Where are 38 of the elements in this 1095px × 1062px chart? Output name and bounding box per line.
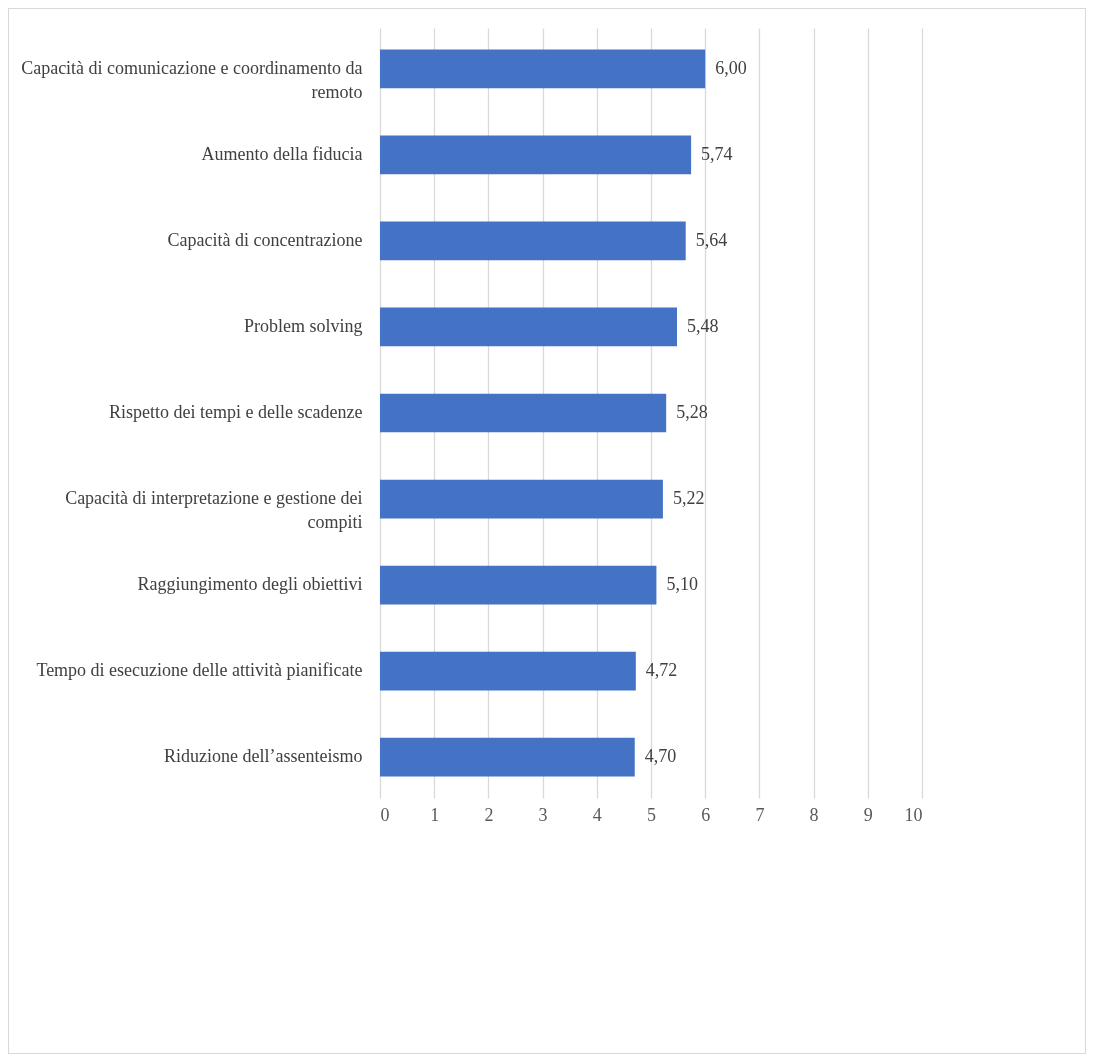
y-tick-label: Rispetto dei tempi e delle scadenze xyxy=(109,402,363,422)
y-tick-label: Capacità di interpretazione e gestione dei compiti xyxy=(65,488,363,533)
y-tick-label: Raggiungimento degli obiettivi xyxy=(137,574,363,595)
y-tick-label: Tempo di esecuzione delle attività pianificate xyxy=(36,660,363,681)
data-label: 5,64 xyxy=(695,229,728,250)
data-label: 5,28 xyxy=(676,402,708,422)
x-tick-label: 3 xyxy=(538,804,548,825)
x-tick-label: 9 xyxy=(863,804,873,825)
bar xyxy=(380,135,692,175)
x-tick-label: 8 xyxy=(809,804,819,825)
bar xyxy=(380,565,657,605)
data-label: 4,72 xyxy=(645,660,678,681)
x-tick-label: 7 xyxy=(755,804,765,825)
data-label: 5,74 xyxy=(701,143,733,164)
bar xyxy=(380,221,686,261)
x-tick-label: 5 xyxy=(647,804,656,825)
x-tick-label: 0 xyxy=(380,804,390,825)
y-tick-label: Capacità di concentrazione xyxy=(167,229,363,250)
data-label: 5,10 xyxy=(666,574,698,595)
x-tick-label: 1 xyxy=(430,804,440,825)
bar xyxy=(380,737,635,777)
y-tick-label: Problem solving xyxy=(243,315,363,336)
x-tick-label: 2 xyxy=(484,804,494,825)
bar xyxy=(380,393,667,433)
y-tick-label: Aumento della fiducia xyxy=(201,143,363,164)
bar xyxy=(380,651,636,691)
x-tick-label: 6 xyxy=(701,804,711,825)
x-tick-label: 4 xyxy=(592,804,602,825)
data-label: 4,70 xyxy=(644,746,677,767)
data-label: 6,00 xyxy=(715,57,747,78)
bar xyxy=(380,479,663,519)
data-label: 5,22 xyxy=(672,488,705,509)
x-tick-label: 10 xyxy=(904,804,923,825)
y-tick-label: Capacità di comunicazione e coordinamento da remoto xyxy=(21,57,363,102)
data-label: 5,48 xyxy=(687,315,719,336)
bar xyxy=(380,307,678,347)
y-tick-label: Riduzione dell’assenteismo xyxy=(164,746,363,767)
bar xyxy=(380,49,706,89)
